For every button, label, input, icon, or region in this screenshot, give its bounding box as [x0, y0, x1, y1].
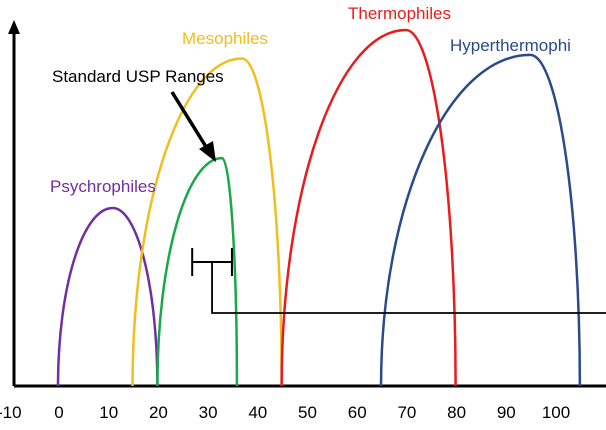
curve-usp	[156, 156, 239, 387]
x-tick-label: 80	[447, 403, 466, 422]
usp-annotation-label: Standard USP Ranges	[52, 67, 224, 86]
series-label-psychrophiles: Psychrophiles	[50, 177, 156, 196]
series-labels: Psychrophiles Mesophiles Thermophiles Hyper…	[50, 4, 571, 196]
x-tick-label: 90	[497, 403, 516, 422]
curve-thermophiles	[280, 28, 457, 387]
x-tick-label: -10	[0, 403, 22, 422]
y-axis-arrow	[8, 20, 20, 34]
curves	[56, 28, 582, 387]
x-tick-label: 100	[542, 403, 570, 422]
x-tick-label: 0	[54, 403, 63, 422]
series-label-mesophiles: Mesophiles	[182, 29, 268, 48]
x-tick-label: 30	[199, 403, 218, 422]
x-tick-label: 50	[298, 403, 317, 422]
x-tick-label: 70	[397, 403, 416, 422]
usp-arrow-shaft	[170, 91, 210, 151]
curve-mesophiles	[131, 57, 283, 387]
x-tick-label: 40	[248, 403, 267, 422]
usp-arrow-head	[199, 141, 216, 162]
curve-psychrophiles	[56, 206, 159, 387]
curve-hyperthermophi	[379, 53, 582, 387]
series-label-thermophiles: Thermophiles	[348, 4, 451, 23]
x-tick-label: 60	[348, 403, 367, 422]
x-tick-labels: -10 0 10 20 30 40 50 60 70 80 90 100	[0, 403, 570, 422]
x-tick-label: 20	[149, 403, 168, 422]
x-tick-label: 10	[99, 403, 118, 422]
usp-annotation: Standard USP Ranges	[52, 67, 606, 314]
series-label-hyperthermophi: Hyperthermophi	[450, 36, 571, 55]
usp-leader-line	[211, 262, 606, 314]
